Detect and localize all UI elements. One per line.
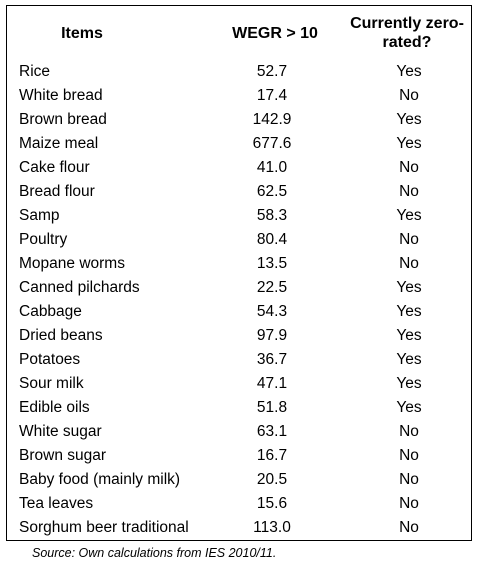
item-name-cell: Potatoes bbox=[19, 351, 81, 368]
zero-rated-cell: Yes bbox=[396, 111, 422, 128]
zero-rated-cell: No bbox=[399, 423, 419, 440]
zero-rated-cell: No bbox=[399, 87, 419, 104]
wegr-value-cell: 142.9 bbox=[252, 111, 292, 128]
zero-rated-cell: Yes bbox=[396, 135, 422, 152]
table-row: White bread 17.4 No bbox=[7, 84, 471, 108]
wegr-value-cell: 13.5 bbox=[256, 255, 288, 272]
table-row: Samp 58.3 Yes bbox=[7, 204, 471, 228]
item-name-cell: Brown sugar bbox=[19, 447, 107, 464]
item-name-cell: Cabbage bbox=[19, 303, 82, 320]
wegr-value-cell: 47.1 bbox=[256, 375, 288, 392]
table-row: Tea leaves 15.6 No bbox=[7, 492, 471, 516]
zero-rated-cell: Yes bbox=[396, 327, 422, 344]
table-row: Sorghum beer traditional 113.0 No bbox=[7, 516, 471, 540]
item-name-cell: White sugar bbox=[19, 423, 102, 440]
item-name-cell: Poultry bbox=[19, 231, 68, 248]
item-name-cell: Cake flour bbox=[19, 159, 90, 176]
zero-rated-cell: No bbox=[399, 471, 419, 488]
item-name-cell: Maize meal bbox=[19, 135, 99, 152]
wegr-value-cell: 17.4 bbox=[256, 87, 288, 104]
wegr-value-cell: 677.6 bbox=[252, 135, 292, 152]
item-name-cell: Rice bbox=[19, 63, 51, 80]
table-row: Brown bread 142.9 Yes bbox=[7, 108, 471, 132]
table-row: Cabbage 54.3 Yes bbox=[7, 300, 471, 324]
wegr-value-cell: 16.7 bbox=[256, 447, 288, 464]
item-name-cell: White bread bbox=[19, 87, 103, 104]
header-wegr: WEGR > 10 bbox=[232, 24, 318, 42]
wegr-value-cell: 97.9 bbox=[256, 327, 288, 344]
table-row: Baby food (mainly milk) 20.5 No bbox=[7, 468, 471, 492]
zero-rated-cell: No bbox=[399, 447, 419, 464]
item-name-cell: Edible oils bbox=[19, 399, 90, 416]
zero-rated-cell: No bbox=[399, 183, 419, 200]
item-name-cell: Canned pilchards bbox=[19, 279, 140, 296]
zero-rated-cell: Yes bbox=[396, 63, 422, 80]
wegr-value-cell: 62.5 bbox=[256, 183, 288, 200]
zero-rated-cell: Yes bbox=[396, 303, 422, 320]
wegr-value-cell: 36.7 bbox=[256, 351, 288, 368]
table-row: Mopane worms 13.5 No bbox=[7, 252, 471, 276]
table-row: Potatoes 36.7 Yes bbox=[7, 348, 471, 372]
zero-rated-cell: No bbox=[399, 495, 419, 512]
wegr-value-cell: 22.5 bbox=[256, 279, 288, 296]
table-row: Poultry 80.4 No bbox=[7, 228, 471, 252]
item-name-cell: Baby food (mainly milk) bbox=[19, 471, 181, 488]
table-body: Rice 52.7 Yes White bread 17.4 No Brown bread 1… bbox=[7, 60, 471, 540]
wegr-value-cell: 80.4 bbox=[256, 231, 288, 248]
zero-rated-cell: Yes bbox=[396, 207, 422, 224]
wegr-value-cell: 52.7 bbox=[256, 63, 288, 80]
source-note: Source: Own calculations from IES 2010/1… bbox=[32, 546, 277, 560]
table-row: Maize meal 677.6 Yes bbox=[7, 132, 471, 156]
wegr-value-cell: 63.1 bbox=[256, 423, 288, 440]
item-name-cell: Brown bread bbox=[19, 111, 107, 128]
table-row: Edible oils 51.8 Yes bbox=[7, 396, 471, 420]
header-row: Items WEGR > 10 Currently zero-rated? bbox=[7, 6, 471, 60]
header-items: Items bbox=[61, 24, 103, 42]
item-name-cell: Sour milk bbox=[19, 375, 84, 392]
wegr-value-cell: 54.3 bbox=[256, 303, 288, 320]
table-row: Rice 52.7 Yes bbox=[7, 60, 471, 84]
item-name-cell: Samp bbox=[19, 207, 60, 224]
zero-rated-cell: No bbox=[399, 519, 419, 536]
wegr-value-cell: 20.5 bbox=[256, 471, 288, 488]
wegr-value-cell: 113.0 bbox=[253, 519, 291, 536]
table-row: Sour milk 47.1 Yes bbox=[7, 372, 471, 396]
table-row: Dried beans 97.9 Yes bbox=[7, 324, 471, 348]
wegr-value-cell: 41.0 bbox=[256, 159, 288, 176]
table-row: Canned pilchards 22.5 Yes bbox=[7, 276, 471, 300]
item-name-cell: Tea leaves bbox=[19, 495, 94, 512]
wegr-value-cell: 58.3 bbox=[256, 207, 288, 224]
zero-rated-cell: Yes bbox=[396, 375, 422, 392]
wegr-table: Items WEGR > 10 Currently zero-rated? Ri… bbox=[7, 6, 471, 540]
zero-rated-cell: Yes bbox=[396, 279, 422, 296]
zero-rated-cell: No bbox=[399, 255, 419, 272]
item-name-cell: Sorghum beer traditional bbox=[19, 519, 189, 536]
table-row: Cake flour 41.0 No bbox=[7, 156, 471, 180]
header-zero-rated: Currently zero-rated? bbox=[350, 15, 464, 51]
data-table-frame: Items WEGR > 10 Currently zero-rated? Ri… bbox=[6, 5, 472, 541]
wegr-value-cell: 15.6 bbox=[256, 495, 288, 512]
item-name-cell: Mopane worms bbox=[19, 255, 125, 272]
table-row: Bread flour 62.5 No bbox=[7, 180, 471, 204]
wegr-value-cell: 51.8 bbox=[256, 399, 288, 416]
zero-rated-cell: No bbox=[399, 231, 419, 248]
zero-rated-cell: Yes bbox=[396, 351, 422, 368]
zero-rated-cell: No bbox=[399, 159, 419, 176]
zero-rated-cell: Yes bbox=[396, 399, 422, 416]
item-name-cell: Dried beans bbox=[19, 327, 103, 344]
table-row: Brown sugar 16.7 No bbox=[7, 444, 471, 468]
item-name-cell: Bread flour bbox=[19, 183, 95, 200]
table-row: White sugar 63.1 No bbox=[7, 420, 471, 444]
